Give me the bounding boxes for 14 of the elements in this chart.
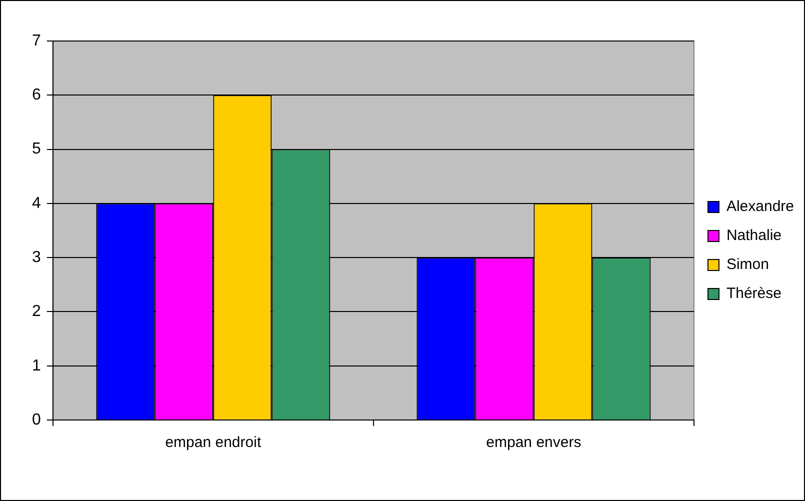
legend-label: Nathalie <box>726 227 782 244</box>
y-tick-label: 1 <box>32 357 41 374</box>
y-tick-label: 7 <box>32 32 41 50</box>
y-tick-label: 6 <box>32 86 41 104</box>
y-tick-label: 4 <box>32 194 41 212</box>
legend-label: Alexandre <box>726 198 794 216</box>
x-tick-label: empan envers <box>486 434 582 452</box>
x-tick-label: empan endroit <box>165 434 262 452</box>
y-tick-label: 0 <box>32 411 41 428</box>
y-tick-label: 5 <box>32 140 41 158</box>
y-tick-label: 2 <box>32 303 41 320</box>
legend-label: Simon <box>726 256 769 274</box>
y-tick-label: 3 <box>32 248 41 266</box>
legend-label: Thérèse <box>726 285 782 302</box>
